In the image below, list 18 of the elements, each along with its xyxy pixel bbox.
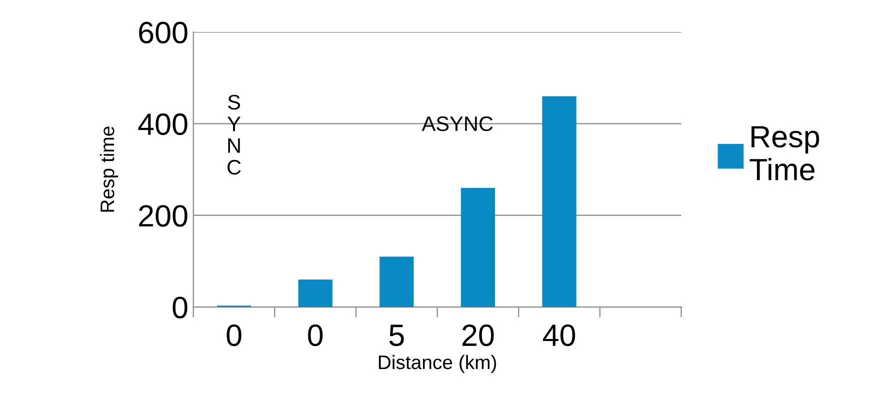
bar xyxy=(380,256,414,308)
x-tick-label: 5 xyxy=(389,324,404,346)
y-axis-title: Resp time xyxy=(100,126,118,212)
legend-label: Resp Time xyxy=(750,126,820,180)
bar xyxy=(460,188,496,308)
bar xyxy=(298,280,332,308)
x-tick-label: 20 xyxy=(462,324,494,346)
x-tick-label: 40 xyxy=(542,324,576,346)
bar xyxy=(542,96,576,308)
annotation: ASYNC xyxy=(422,116,493,132)
x-axis-title: Distance (km) xyxy=(378,354,496,374)
x-tick-label: 0 xyxy=(226,324,242,346)
y-tick-label: 0 xyxy=(172,296,188,318)
y-tick-label: 600 xyxy=(139,22,188,44)
annotation: SYNC xyxy=(228,94,241,175)
x-tick-label: 0 xyxy=(308,324,323,346)
y-tick-label: 400 xyxy=(138,113,188,136)
y-tick-label: 200 xyxy=(139,205,188,227)
